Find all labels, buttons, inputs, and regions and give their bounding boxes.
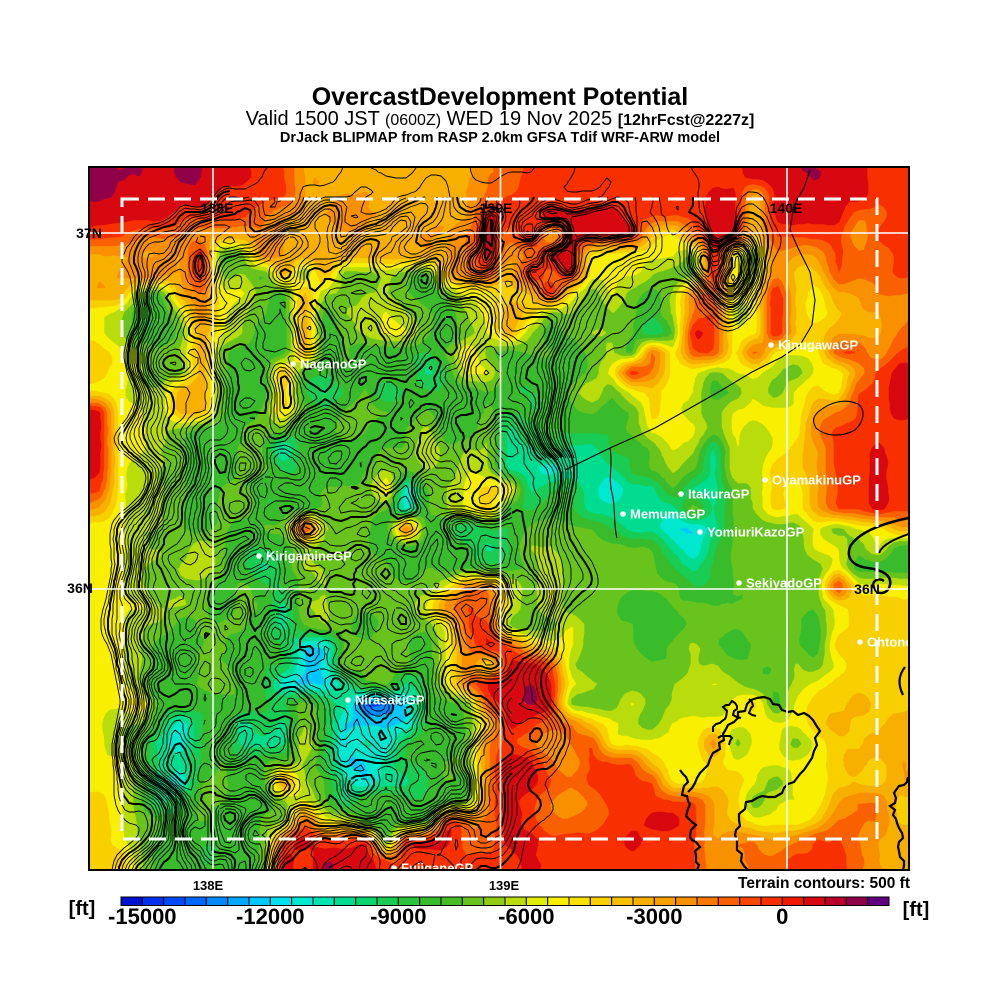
- svg-text:NaganoGP: NaganoGP: [300, 357, 367, 372]
- svg-text:-15000: -15000: [108, 904, 177, 929]
- svg-text:MemumaGP: MemumaGP: [630, 507, 705, 522]
- svg-text:KinugawaGP: KinugawaGP: [778, 338, 859, 353]
- svg-text:138E: 138E: [193, 878, 224, 893]
- svg-text:[ft]: [ft]: [69, 898, 96, 920]
- svg-text:-3000: -3000: [626, 904, 682, 929]
- svg-text:36N: 36N: [854, 581, 880, 597]
- svg-text:[ft]: [ft]: [903, 899, 930, 921]
- svg-text:KirigamineGP: KirigamineGP: [266, 549, 352, 564]
- svg-text:YomiuriKazoGP: YomiuriKazoGP: [707, 525, 805, 540]
- svg-text:OvercastDevelopment Potential: OvercastDevelopment Potential: [312, 83, 689, 111]
- svg-text:-12000: -12000: [236, 904, 305, 929]
- svg-text:139E: 139E: [480, 200, 513, 216]
- svg-text:OhtoneGP: OhtoneGP: [867, 635, 932, 650]
- svg-text:DrJack BLIPMAP from RASP 2.0km: DrJack BLIPMAP from RASP 2.0km GFSA Tdif…: [280, 130, 720, 146]
- svg-text:-6000: -6000: [498, 904, 554, 929]
- svg-text:139E: 139E: [489, 878, 520, 893]
- svg-text:0: 0: [776, 904, 788, 929]
- svg-text:138E: 138E: [201, 200, 234, 216]
- svg-text:36N: 36N: [67, 580, 93, 596]
- svg-text:NirasakiGP: NirasakiGP: [355, 693, 425, 708]
- svg-text:Valid 1500 JST (0600Z) WED 19: Valid 1500 JST (0600Z) WED 19 Nov 2025 […: [246, 108, 755, 130]
- svg-text:140E: 140E: [770, 200, 803, 216]
- svg-text:-9000: -9000: [370, 904, 426, 929]
- svg-text:37N: 37N: [76, 225, 102, 241]
- svg-text:FujiganeGP: FujiganeGP: [401, 861, 474, 876]
- svg-text:ItakuraGP: ItakuraGP: [688, 487, 750, 502]
- svg-text:SekiyadoGP: SekiyadoGP: [746, 576, 822, 591]
- svg-text:OyamakinuGP: OyamakinuGP: [772, 473, 861, 488]
- svg-text:Terrain contours: 500 ft: Terrain contours: 500 ft: [738, 875, 910, 892]
